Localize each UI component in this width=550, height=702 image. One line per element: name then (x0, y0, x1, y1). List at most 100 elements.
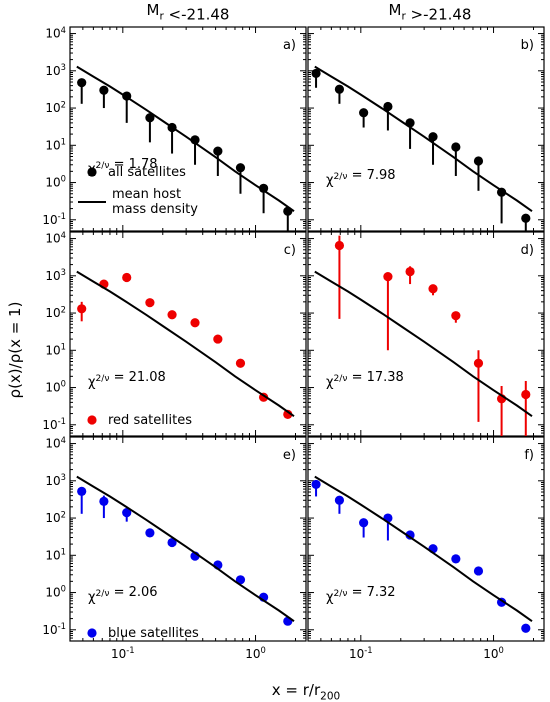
y-tick-label: 102 (45, 509, 66, 525)
model-curve (76, 475, 295, 623)
y-tick-label: 100 (45, 584, 66, 600)
panel-label: f) (524, 448, 534, 463)
data-point (521, 213, 531, 223)
data-point (359, 108, 369, 118)
data-point (235, 163, 246, 173)
y-tick-label: 103 (45, 472, 66, 488)
data-point (167, 310, 177, 320)
data-point (359, 518, 369, 528)
model-curve (314, 270, 533, 418)
data-point (258, 183, 269, 193)
y-axis-label: ρ(x)/ρ(x = 1) (6, 302, 24, 399)
model-curve (314, 65, 533, 213)
panel-data (76, 475, 295, 626)
data-point (473, 358, 484, 368)
panel-frame (69, 26, 307, 232)
data-point (77, 486, 87, 496)
y-tick-label: 103 (45, 267, 66, 283)
panel-label: c) (284, 243, 296, 258)
panel-b: b) χ2/ν = 7.98 (307, 26, 545, 232)
y-tick-label: 101 (45, 341, 66, 357)
y-tick-label: 10-1 (42, 211, 66, 227)
legend: red satellites (87, 413, 192, 428)
panel-label: e) (283, 448, 296, 463)
data-point (451, 311, 461, 321)
data-point (451, 554, 461, 564)
data-point (311, 68, 321, 79)
panel-e: 10-1 100 101 102 103 104 10-1 100 e) χ2/ν = 2.06 (42, 435, 307, 661)
x-tick-label: 100 (245, 645, 266, 661)
data-point (428, 284, 438, 294)
data-point (99, 85, 109, 95)
panel-label: a) (283, 38, 296, 53)
panel-c: 10-1 100 101 102 103 104 c) χ2/ν = 21.08 (42, 230, 307, 437)
data-point (334, 495, 345, 505)
legend-label: mean host (112, 187, 181, 202)
chi2-label: χ2/ν = 7.32 (326, 585, 396, 605)
y-tick-label: 103 (45, 62, 66, 78)
data-point (145, 528, 155, 538)
panel-data (76, 270, 295, 420)
data-point (521, 389, 531, 400)
y-tick-label: 104 (45, 230, 66, 246)
y-tick-label: 10-1 (42, 416, 66, 432)
chi2-label: χ2/ν = 7.98 (326, 168, 396, 188)
panel-frame (307, 231, 545, 437)
data-point (122, 272, 132, 283)
y-tick-label: 100 (45, 174, 66, 190)
data-point (77, 304, 87, 314)
data-point (334, 84, 345, 94)
data-point (213, 334, 223, 344)
x-tick-label: 100 (483, 645, 504, 661)
data-point (311, 479, 321, 490)
data-point (99, 496, 109, 506)
model-curve (76, 65, 295, 213)
panel-label: b) (521, 38, 534, 53)
y-tick-label: 104 (45, 25, 66, 41)
data-point (451, 142, 461, 152)
y-tick-label: 101 (45, 546, 66, 562)
column-title-left: Mr <-21.48 (147, 1, 230, 24)
chi2-label: χ2/ν = 2.06 (88, 585, 158, 605)
data-point (473, 156, 484, 166)
data-point (145, 298, 155, 308)
legend-marker (87, 167, 97, 177)
model-curve (314, 475, 533, 623)
data-point (383, 101, 393, 112)
data-point (521, 623, 531, 633)
y-tick-label: 102 (45, 99, 66, 115)
legend-label: all satellites (108, 165, 186, 180)
panel-f: 10-1 100 f) χ2/ν = 7.32 (307, 436, 545, 661)
panel-data (314, 235, 533, 436)
legend-label: red satellites (108, 413, 192, 428)
y-tick-label: 10-1 (42, 621, 66, 637)
legend-label: blue satellites (108, 626, 199, 641)
legend: blue satellites (87, 626, 199, 641)
x-axis-label: x = r/r200 (272, 681, 340, 702)
data-point (405, 266, 415, 277)
y-tick-label: 100 (45, 379, 66, 395)
panel-frame (69, 436, 307, 642)
legend-marker (87, 628, 97, 638)
data-point (190, 318, 200, 328)
chi2-label: χ2/ν = 21.08 (88, 370, 166, 390)
x-tick-label: 10-1 (111, 645, 135, 661)
x-tick-label: 10-1 (349, 645, 373, 661)
data-point (383, 272, 393, 282)
data-point (235, 358, 246, 368)
data-point (77, 78, 87, 88)
data-point (145, 113, 155, 123)
panel-data (311, 475, 533, 633)
legend-label: mass density (112, 202, 198, 217)
panel-data (76, 65, 295, 231)
panel-d: d) χ2/ν = 17.38 (307, 231, 545, 437)
data-point (167, 537, 177, 548)
y-tick-label: 104 (45, 435, 66, 451)
model-curve (76, 270, 295, 418)
legend-marker (87, 415, 97, 425)
panel-label: d) (521, 243, 534, 258)
y-tick-label: 102 (45, 304, 66, 320)
